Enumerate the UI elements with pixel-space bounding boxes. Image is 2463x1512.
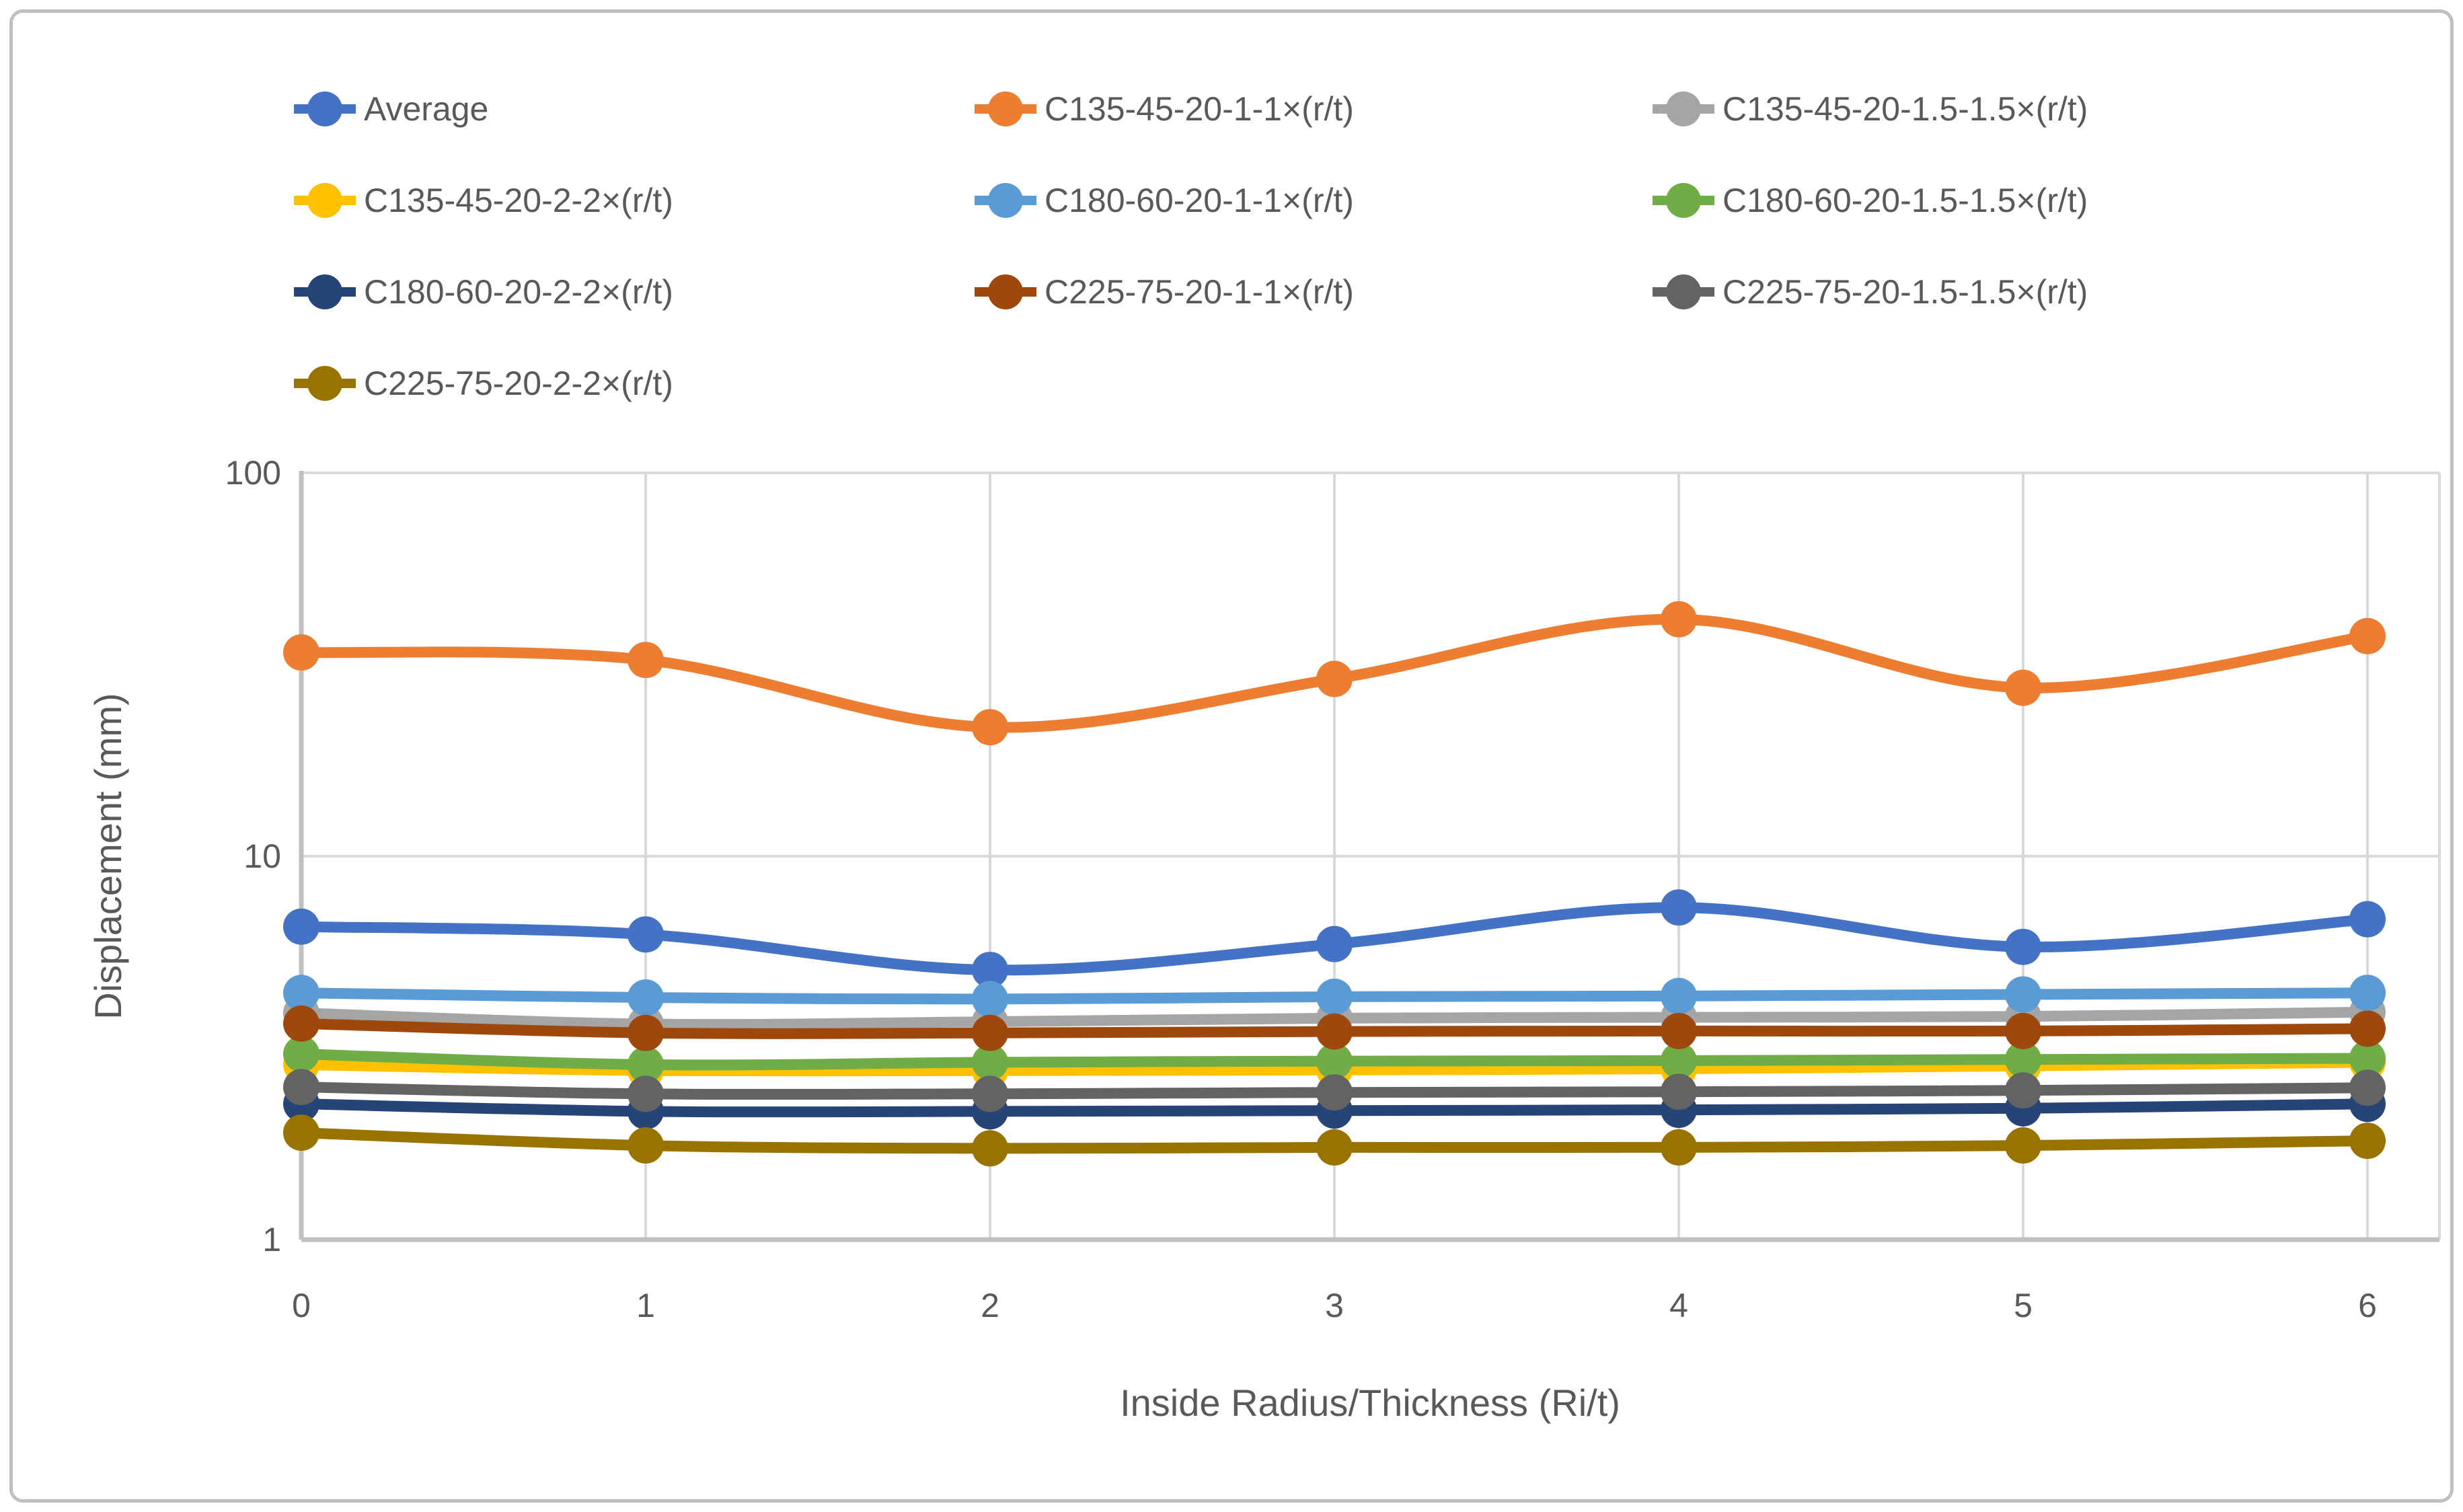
legend-label: C225-75-20-1.5-1.5×(r/t) [1722,273,2088,311]
data-point-C135-45-20-1-1×(r/t) [1316,660,1353,697]
legend-label: C135-45-20-1.5-1.5×(r/t) [1722,90,2088,128]
legend-item-C135-45-20-1.5-1.5×(r/t): C135-45-20-1.5-1.5×(r/t) [1651,82,2088,136]
legend-marker-icon [1653,91,1714,126]
data-point-C225-75-20-1-1×(r/t) [628,1014,664,1051]
x-tick-label: 4 [1669,1287,1688,1324]
data-point-C180-60-20-1-1×(r/t) [283,975,319,1012]
y-axis-title: Displacement (mm) [87,693,129,1019]
legend-label: C225-75-20-1-1×(r/t) [1045,273,1354,311]
data-point-C225-75-20-1.5-1.5×(r/t) [1316,1074,1353,1111]
legend-marker-icon [294,366,356,401]
y-tick-label: 10 [243,837,281,875]
data-point-C180-60-20-1-1×(r/t) [628,979,664,1016]
data-point-C225-75-20-2-2×(r/t) [2005,1127,2041,1164]
legend-marker-icon [1653,183,1714,218]
data-point-C180-60-20-1-1×(r/t) [1661,977,1697,1014]
data-point-C135-45-20-1-1×(r/t) [972,709,1008,746]
data-point-C135-45-20-1-1×(r/t) [1661,601,1697,638]
data-point-C225-75-20-2-2×(r/t) [1661,1129,1697,1166]
data-point-C225-75-20-2-2×(r/t) [628,1127,664,1164]
data-point-C225-75-20-2-2×(r/t) [1316,1129,1353,1166]
data-point-Average [2005,928,2041,965]
data-point-C135-45-20-1-1×(r/t) [628,642,664,679]
legend-label: C180-60-20-2-2×(r/t) [364,273,673,311]
legend-marker-icon [975,274,1036,309]
data-point-C180-60-20-1-1×(r/t) [1316,978,1353,1015]
data-point-C225-75-20-1.5-1.5×(r/t) [628,1075,664,1112]
data-point-C225-75-20-1-1×(r/t) [2349,1010,2386,1047]
data-point-C180-60-20-1.5-1.5×(r/t) [972,1044,1008,1081]
data-point-C180-60-20-1.5-1.5×(r/t) [628,1046,664,1083]
data-point-Average [1316,925,1353,962]
legend-item-C225-75-20-2-2×(r/t): C225-75-20-2-2×(r/t) [293,356,673,410]
chart-legend: Average C135-45-20-1-1×(r/t) C135-45-20-1.… [0,0,2463,444]
legend-label: C135-45-20-1-1×(r/t) [1045,90,1354,128]
data-point-Average [972,952,1008,989]
legend-label: C180-60-20-1.5-1.5×(r/t) [1722,182,2088,219]
x-tick-label: 6 [2358,1287,2377,1324]
x-tick-label: 0 [292,1287,311,1324]
gridlines [299,471,2441,1242]
legend-item-Average: Average [293,82,488,136]
data-point-C225-75-20-2-2×(r/t) [283,1114,319,1151]
data-point-C225-75-20-1.5-1.5×(r/t) [283,1069,319,1106]
data-point-C135-45-20-1-1×(r/t) [2005,669,2041,706]
data-point-C225-75-20-1-1×(r/t) [1661,1012,1697,1049]
legend-marker-icon [294,91,356,126]
data-point-C225-75-20-2-2×(r/t) [2349,1123,2386,1160]
data-point-Average [283,908,319,945]
legend-marker-icon [1653,274,1714,309]
data-point-Average [1661,889,1697,926]
legend-item-C180-60-20-1.5-1.5×(r/t): C180-60-20-1.5-1.5×(r/t) [1651,174,2088,227]
legend-item-C180-60-20-2-2×(r/t): C180-60-20-2-2×(r/t) [293,265,673,319]
data-point-C180-60-20-1.5-1.5×(r/t) [283,1035,319,1072]
legend-item-C135-45-20-2-2×(r/t): C135-45-20-2-2×(r/t) [293,174,673,227]
legend-marker-icon [975,183,1036,218]
data-point-C180-60-20-1.5-1.5×(r/t) [1316,1043,1353,1080]
legend-marker-icon [294,274,356,309]
legend-item-C225-75-20-1.5-1.5×(r/t): C225-75-20-1.5-1.5×(r/t) [1651,265,2088,319]
data-point-C180-60-20-1.5-1.5×(r/t) [2005,1041,2041,1078]
x-axis-title: Inside Radius/Thickness (Ri/t) [1120,1382,1620,1424]
data-point-C225-75-20-1-1×(r/t) [972,1014,1008,1051]
data-point-Average [2349,901,2386,938]
y-tick-label: 100 [225,454,281,492]
data-point-C180-60-20-1-1×(r/t) [2349,975,2386,1012]
legend-item-C135-45-20-1-1×(r/t): C135-45-20-1-1×(r/t) [973,82,1354,136]
data-point-C225-75-20-2-2×(r/t) [972,1130,1008,1167]
data-point-C180-60-20-1.5-1.5×(r/t) [1661,1042,1697,1079]
data-point-C180-60-20-1-1×(r/t) [972,981,1008,1018]
legend-label: C135-45-20-2-2×(r/t) [364,182,673,219]
data-point-C180-60-20-1-1×(r/t) [2005,976,2041,1013]
data-point-Average [628,916,664,953]
legend-label: C180-60-20-1-1×(r/t) [1045,182,1354,219]
legend-label: Average [364,90,489,128]
data-point-C225-75-20-1.5-1.5×(r/t) [972,1075,1008,1112]
legend-label: C225-75-20-2-2×(r/t) [364,365,673,402]
legend-item-C225-75-20-1-1×(r/t): C225-75-20-1-1×(r/t) [973,265,1354,319]
legend-item-C180-60-20-1-1×(r/t): C180-60-20-1-1×(r/t) [973,174,1354,227]
figure-border [9,9,2454,1503]
x-tick-label: 3 [1325,1287,1344,1324]
data-point-C225-75-20-1-1×(r/t) [283,1005,319,1042]
data-point-C225-75-20-1-1×(r/t) [1316,1013,1353,1050]
x-tick-label: 2 [981,1287,999,1324]
legend-marker-icon [975,91,1036,126]
data-point-C225-75-20-1.5-1.5×(r/t) [2005,1072,2041,1109]
x-tick-label: 5 [2014,1287,2033,1324]
data-point-C135-45-20-1-1×(r/t) [2349,617,2386,654]
data-point-C225-75-20-1.5-1.5×(r/t) [1661,1073,1697,1110]
legend-marker-icon [294,183,356,218]
data-point-C225-75-20-1-1×(r/t) [2005,1012,2041,1049]
y-tick-label: 1 [262,1221,281,1258]
data-point-C180-60-20-1.5-1.5×(r/t) [2349,1040,2386,1077]
data-point-C135-45-20-1-1×(r/t) [283,634,319,671]
data-point-C225-75-20-1.5-1.5×(r/t) [2349,1069,2386,1106]
x-tick-label: 1 [636,1287,655,1324]
series-lines [283,601,2386,1167]
